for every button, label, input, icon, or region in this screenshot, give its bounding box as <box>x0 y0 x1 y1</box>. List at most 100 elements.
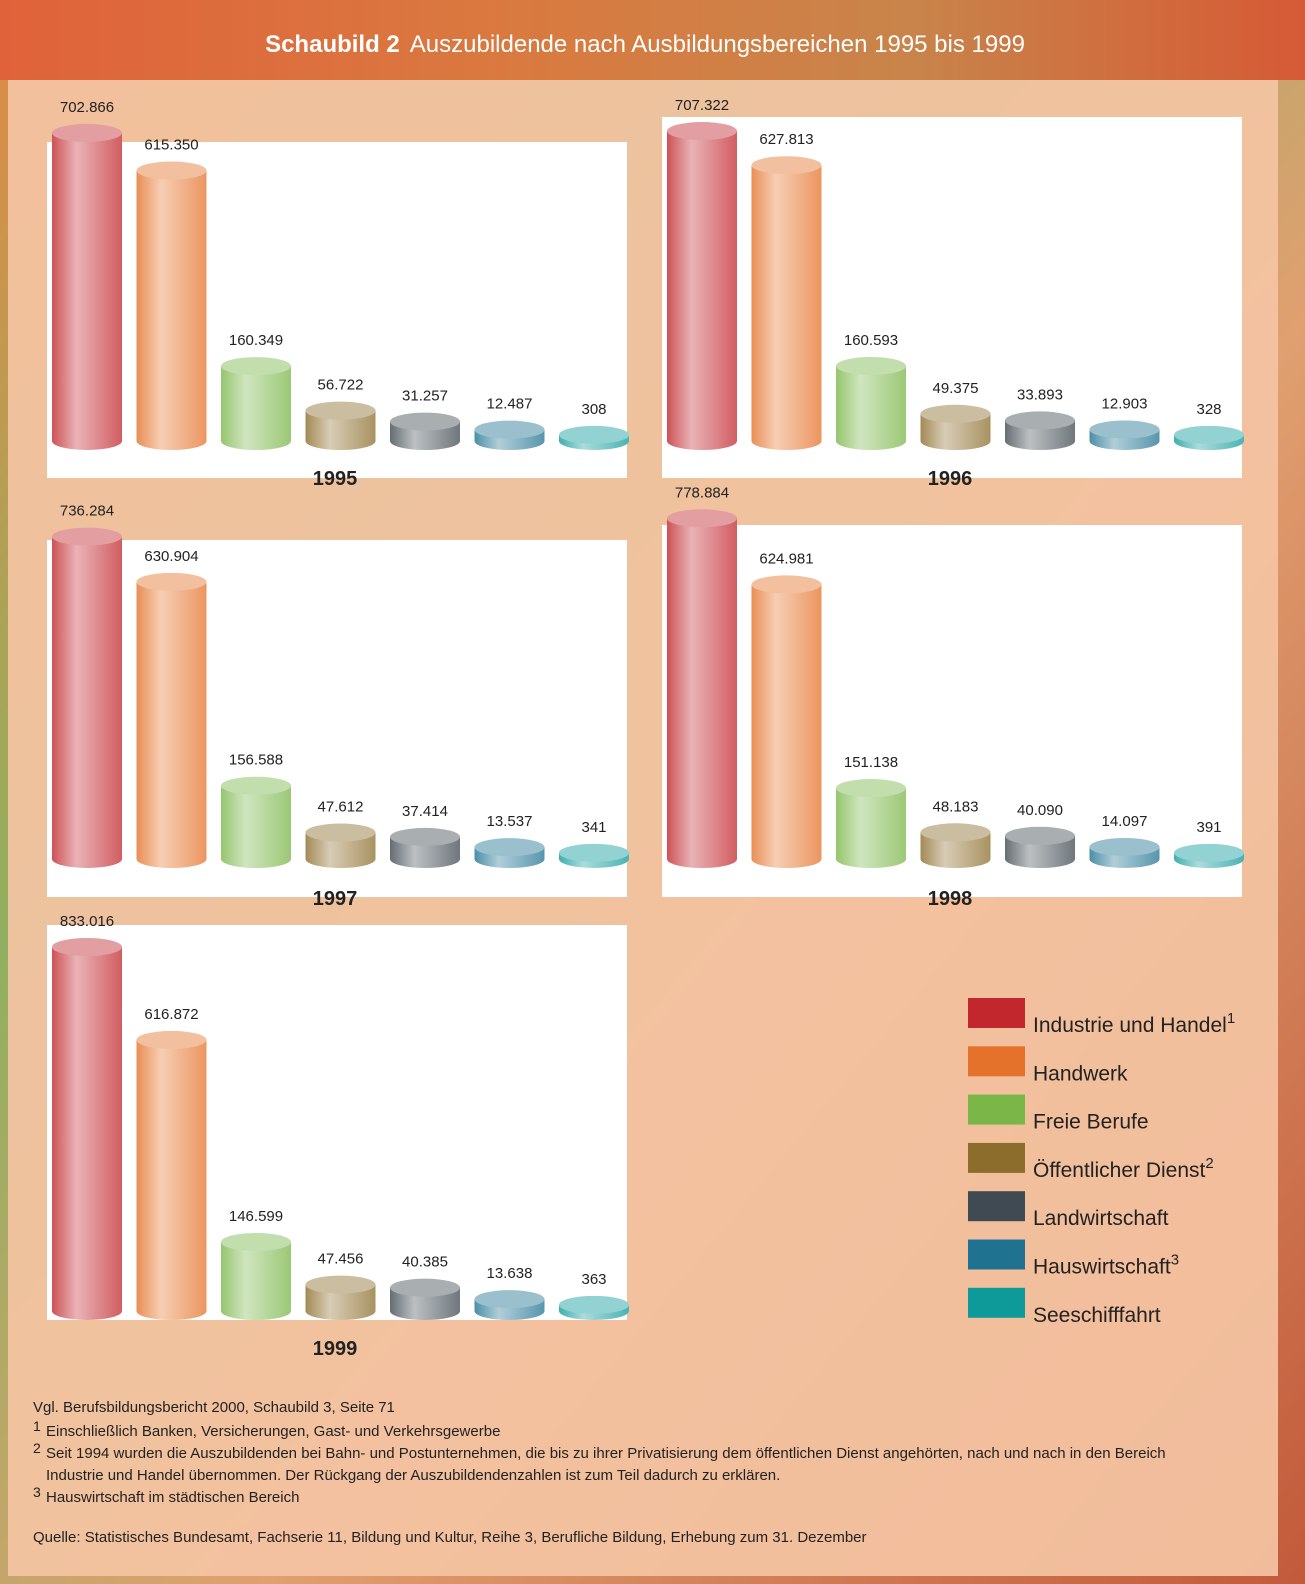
cylinder <box>52 536 122 868</box>
value-label: 12.487 <box>487 396 533 413</box>
chart-title: Schaubild 2 Auszubildende nach Ausbildung… <box>265 31 1025 58</box>
cylinder-top <box>1005 411 1075 430</box>
value-label: 13.638 <box>487 1265 533 1282</box>
cylinder <box>136 1039 207 1320</box>
value-label: 702.866 <box>60 99 114 116</box>
cylinder-top <box>751 575 822 594</box>
cylinder <box>221 785 291 868</box>
legend-label: Handwerk <box>1033 1062 1128 1085</box>
cylinder <box>52 132 122 450</box>
bar <box>1089 420 1160 450</box>
legend-note: 3 <box>1171 1252 1179 1269</box>
value-label: 707.322 <box>675 97 729 114</box>
bar <box>305 1275 376 1320</box>
cylinder-top <box>474 1290 545 1309</box>
value-label: 833.016 <box>60 913 114 930</box>
bar <box>136 161 207 451</box>
footnote-text: Hauswirtschaft im städtischen Bereich <box>46 1489 299 1506</box>
legend-label: Öffentlicher Dienst2 <box>1033 1155 1214 1182</box>
cylinder-top <box>1005 826 1075 845</box>
bar <box>390 1278 460 1320</box>
cylinder-top <box>52 527 122 546</box>
legend-swatch <box>968 1094 1025 1125</box>
cylinder-top <box>559 843 629 862</box>
cylinder-top <box>751 156 822 175</box>
footnote-mark: 2 <box>33 1440 41 1456</box>
cylinder <box>667 131 737 450</box>
cylinder-top <box>667 122 737 141</box>
legend-name: Seeschifffahrt <box>1033 1304 1161 1327</box>
chart-title: 1996 <box>928 468 973 490</box>
bar <box>52 123 122 450</box>
cylinder-top <box>221 776 291 795</box>
cylinder <box>221 366 291 450</box>
value-label: 13.537 <box>487 813 533 830</box>
bar <box>221 1232 291 1320</box>
title-label: Schaubild 2 <box>265 31 400 58</box>
value-label: 156.588 <box>229 752 283 769</box>
bar <box>559 843 629 868</box>
value-label: 328 <box>1196 401 1221 418</box>
cylinder-top <box>305 823 376 842</box>
value-label: 778.884 <box>675 484 729 501</box>
legend-label: Hauswirtschaft3 <box>1033 1252 1179 1279</box>
cylinder-top <box>836 356 906 375</box>
bar <box>836 779 906 868</box>
value-label: 40.090 <box>1017 802 1063 819</box>
bar <box>305 401 376 450</box>
footnote-text: Einschließlich Banken, Versicherungen, G… <box>46 1423 500 1440</box>
footnote-mark: 1 <box>33 1418 41 1434</box>
value-label: 12.903 <box>1102 395 1148 412</box>
value-label: 14.097 <box>1102 813 1148 830</box>
value-label: 341 <box>581 819 606 836</box>
bar <box>1174 425 1244 450</box>
value-label: 308 <box>581 401 606 418</box>
cylinder-top <box>136 161 207 180</box>
cylinder <box>1005 835 1075 868</box>
bar <box>1005 411 1075 450</box>
bar <box>390 827 460 868</box>
bar <box>559 425 629 450</box>
cylinder-top <box>390 1278 460 1297</box>
cylinder-top <box>1174 843 1244 862</box>
value-label: 47.612 <box>318 799 364 816</box>
cylinder-top <box>305 1275 376 1294</box>
cylinder <box>751 584 822 868</box>
cylinder <box>836 788 906 868</box>
value-label: 151.138 <box>844 754 898 771</box>
cylinder <box>390 1287 460 1320</box>
cylinder-top <box>1089 837 1160 856</box>
value-label: 146.599 <box>229 1208 283 1225</box>
legend-swatch <box>968 1191 1025 1222</box>
legend-name: Öffentlicher Dienst <box>1033 1159 1206 1182</box>
source: Quelle: Statistisches Bundesamt, Fachser… <box>33 1529 867 1546</box>
bar <box>52 938 122 1320</box>
bar <box>836 356 906 450</box>
cylinder-top <box>1174 425 1244 444</box>
legend-name: Hauswirtschaft <box>1033 1256 1171 1279</box>
bar <box>474 420 545 450</box>
legend-swatch <box>968 1239 1025 1270</box>
value-label: 630.904 <box>144 548 198 565</box>
bar <box>474 838 545 868</box>
value-label: 48.183 <box>933 798 979 815</box>
bar <box>136 1030 207 1320</box>
legend-swatch <box>968 1142 1025 1173</box>
value-label: 736.284 <box>60 503 114 520</box>
value-label: 37.414 <box>402 803 448 820</box>
value-label: 40.385 <box>402 1254 448 1271</box>
cylinder <box>920 413 991 450</box>
cylinder <box>751 165 822 451</box>
cylinder-top <box>559 425 629 444</box>
cylinder <box>136 170 207 451</box>
cylinder-top <box>920 823 991 842</box>
source-ref: Vgl. Berufsbildungsbericht 2000, Schaubi… <box>33 1399 395 1416</box>
cylinder-top <box>1089 420 1160 439</box>
cylinder-top <box>390 827 460 846</box>
legend-name: Handwerk <box>1033 1062 1128 1085</box>
cylinder-top <box>390 412 460 431</box>
chart-title: 1999 <box>313 1338 358 1360</box>
chart-title: 1998 <box>928 888 973 910</box>
value-label: 33.893 <box>1017 386 1063 403</box>
